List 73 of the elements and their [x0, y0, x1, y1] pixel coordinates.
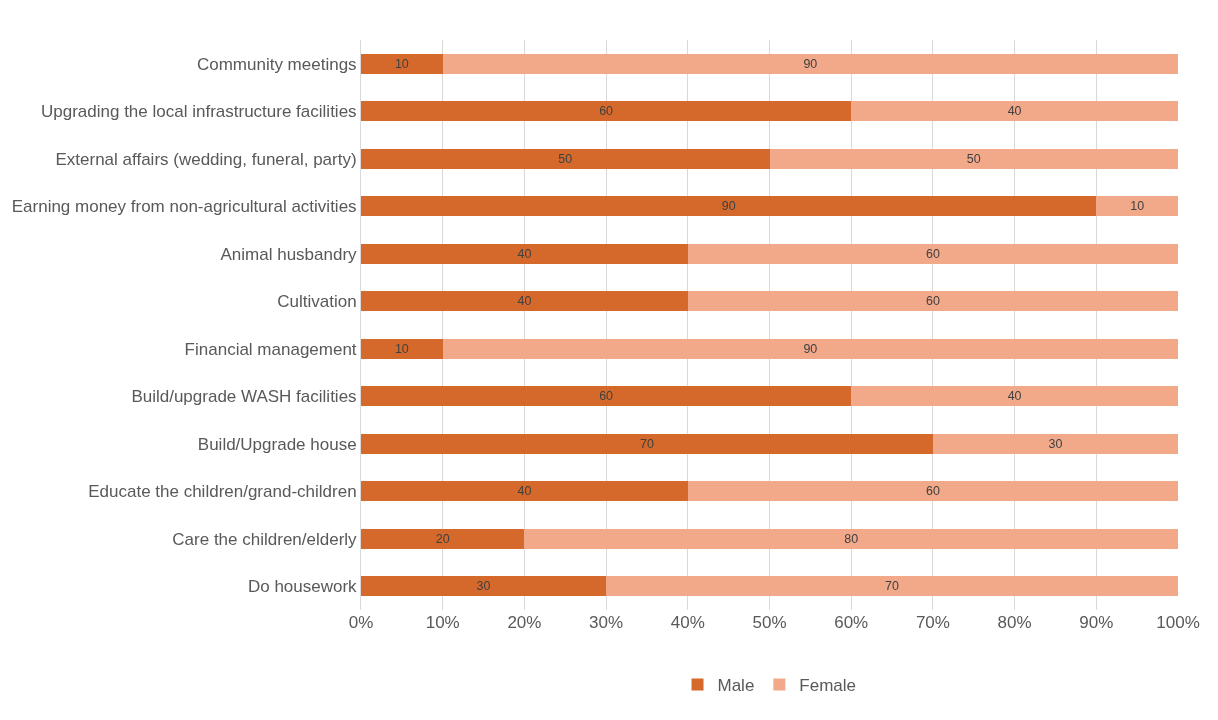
x-tick-label: 100% — [1156, 613, 1200, 632]
data-label: 50 — [966, 151, 981, 166]
bar — [361, 53, 443, 74]
bar — [687, 243, 1178, 264]
bar — [361, 291, 688, 312]
data-label: 90 — [803, 341, 818, 356]
x-tick-label: 50% — [752, 613, 787, 632]
y-tick-label: Cultivation — [277, 292, 357, 312]
bar — [442, 53, 1178, 74]
y-tick-label: Do housework — [247, 577, 358, 597]
bar — [361, 528, 525, 549]
legend-label: Male — [717, 676, 755, 696]
y-tick-label: Upgrading the local infrastructure facilities — [40, 102, 357, 122]
data-label: 60 — [925, 294, 940, 309]
data-label: 70 — [640, 436, 654, 451]
y-tick-label: Earning money from non-agricultural activities — [11, 197, 357, 217]
bar — [442, 338, 1178, 359]
bar — [524, 528, 1178, 549]
x-tick-label: 80% — [997, 613, 1032, 632]
data-label: 50 — [558, 151, 573, 166]
bar — [687, 291, 1178, 312]
y-tick-label: Build/Upgrade house — [197, 434, 357, 454]
data-label: 10 — [1130, 199, 1145, 214]
data-label: 40 — [517, 484, 532, 499]
bar — [361, 386, 852, 407]
data-label: 40 — [517, 294, 532, 309]
y-tick-label: External affairs (wedding, funeral, party) — [55, 149, 357, 169]
data-label: 10 — [394, 56, 409, 71]
x-tick-label: 90% — [1079, 613, 1114, 632]
x-tick-label: 0% — [348, 613, 374, 632]
data-label: 90 — [721, 199, 736, 214]
data-label: 30 — [1048, 436, 1063, 451]
y-tick-label: Financial management — [184, 339, 357, 359]
x-tick-label: 10% — [425, 613, 460, 632]
data-label: 80 — [844, 531, 859, 546]
data-label: 60 — [925, 246, 940, 261]
x-tick-label: 20% — [507, 613, 542, 632]
bar — [361, 148, 770, 169]
bar — [361, 196, 1097, 217]
x-tick-label: 40% — [670, 613, 705, 632]
y-tick-label: Animal husbandry — [220, 244, 358, 264]
bar — [769, 148, 1178, 169]
data-label: 30 — [476, 579, 491, 594]
bar — [932, 433, 1178, 454]
y-tick-label: Educate the children/grand-children — [88, 482, 357, 502]
data-label: 40 — [1007, 389, 1022, 404]
y-tick-label: Build/upgrade WASH facilities — [131, 387, 357, 407]
data-label: 60 — [599, 389, 614, 404]
bar — [687, 481, 1178, 502]
bar — [606, 576, 1178, 597]
bar — [851, 101, 1178, 122]
bar — [851, 386, 1178, 407]
data-label: 10 — [394, 341, 409, 356]
data-label: 40 — [517, 246, 532, 261]
bar — [361, 338, 443, 359]
x-tick-label: 60% — [834, 613, 869, 632]
bar — [361, 576, 607, 597]
data-label: 90 — [803, 56, 818, 71]
legend-label: Female — [799, 676, 857, 696]
data-label: 60 — [925, 484, 940, 499]
bar — [361, 481, 688, 502]
y-tick-label: Community meetings — [196, 54, 357, 74]
data-label: 60 — [599, 104, 614, 119]
bar — [361, 243, 688, 264]
data-label: 40 — [1007, 104, 1022, 119]
x-tick-label: 70% — [915, 613, 950, 632]
bar — [361, 433, 933, 454]
data-label: 70 — [885, 579, 900, 594]
bar — [1096, 196, 1178, 217]
y-tick-label: Care the children/elderly — [172, 529, 358, 549]
x-tick-label: 30% — [589, 613, 624, 632]
data-label: 20 — [435, 531, 450, 546]
bar — [361, 101, 852, 122]
